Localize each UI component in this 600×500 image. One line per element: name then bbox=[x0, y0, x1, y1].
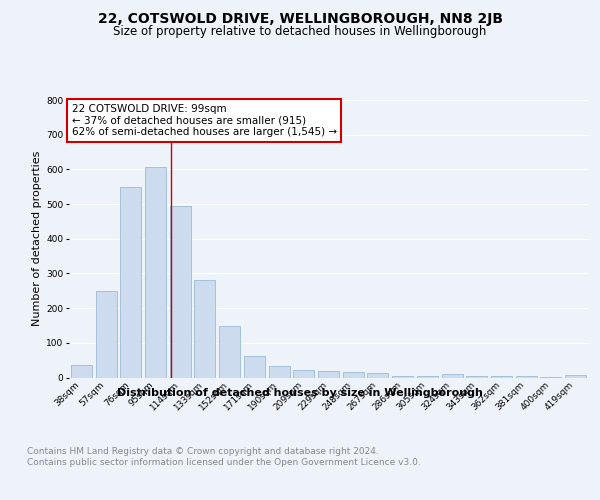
Bar bbox=[145, 166, 166, 378]
Bar bbox=[219, 326, 240, 378]
Bar bbox=[318, 372, 339, 378]
Bar bbox=[95, 291, 116, 378]
Bar bbox=[170, 206, 191, 378]
Text: Size of property relative to detached houses in Wellingborough: Size of property relative to detached ho… bbox=[113, 25, 487, 38]
Y-axis label: Number of detached properties: Number of detached properties bbox=[32, 151, 42, 326]
Bar bbox=[367, 374, 388, 378]
Bar bbox=[516, 376, 537, 378]
Text: Contains HM Land Registry data © Crown copyright and database right 2024.
Contai: Contains HM Land Registry data © Crown c… bbox=[27, 448, 421, 467]
Bar bbox=[269, 366, 290, 378]
Bar bbox=[442, 374, 463, 378]
Bar bbox=[293, 370, 314, 378]
Text: Distribution of detached houses by size in Wellingborough: Distribution of detached houses by size … bbox=[117, 388, 483, 398]
Bar bbox=[194, 280, 215, 378]
Text: 22 COTSWOLD DRIVE: 99sqm
← 37% of detached houses are smaller (915)
62% of semi-: 22 COTSWOLD DRIVE: 99sqm ← 37% of detach… bbox=[71, 104, 337, 138]
Bar bbox=[244, 356, 265, 378]
Bar bbox=[466, 376, 487, 378]
Bar bbox=[565, 374, 586, 378]
Bar bbox=[343, 372, 364, 378]
Bar bbox=[71, 366, 92, 378]
Bar bbox=[491, 376, 512, 378]
Text: 22, COTSWOLD DRIVE, WELLINGBOROUGH, NN8 2JB: 22, COTSWOLD DRIVE, WELLINGBOROUGH, NN8 … bbox=[97, 12, 503, 26]
Bar bbox=[392, 376, 413, 378]
Bar bbox=[120, 188, 141, 378]
Bar bbox=[417, 376, 438, 378]
